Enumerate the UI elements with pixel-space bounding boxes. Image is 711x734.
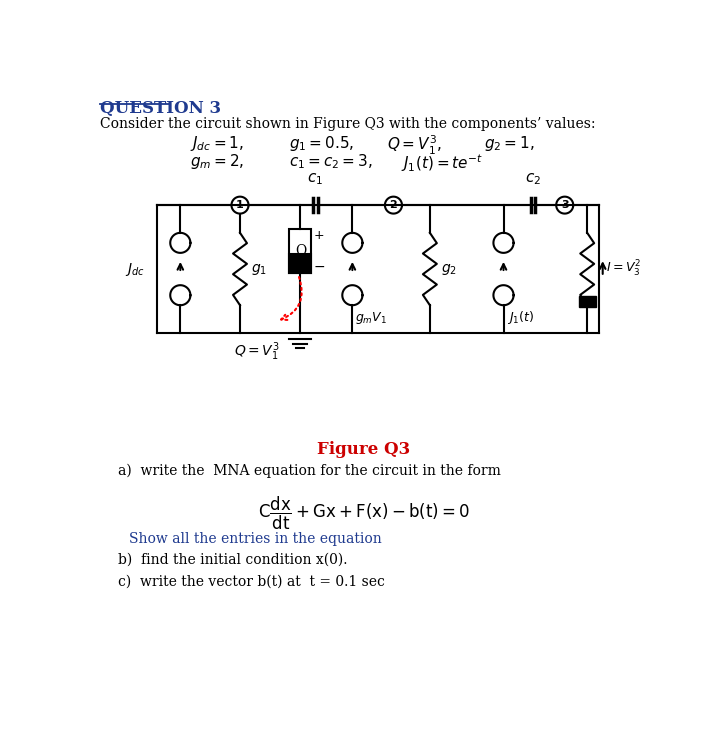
Text: QUESTION 3: QUESTION 3	[100, 101, 221, 117]
Text: 1: 1	[236, 200, 244, 210]
Text: $g_m V_1$: $g_m V_1$	[355, 310, 387, 326]
Text: +: +	[314, 229, 324, 241]
Text: $I=V_3^2$: $I=V_3^2$	[606, 259, 641, 279]
Text: $c_1=c_2=3,$: $c_1=c_2=3,$	[289, 152, 373, 171]
Text: $Q=V_1^3,$: $Q=V_1^3,$	[387, 134, 442, 158]
Text: $g_2$: $g_2$	[441, 261, 456, 277]
Text: Consider the circuit shown in Figure Q3 with the components’ values:: Consider the circuit shown in Figure Q3 …	[100, 117, 595, 131]
Bar	[289, 255, 311, 273]
Text: −: −	[314, 260, 325, 274]
Bar	[289, 229, 311, 273]
Text: c)  write the vector b(t) at  t = 0.1 sec: c) write the vector b(t) at t = 0.1 sec	[118, 575, 385, 589]
Text: $J_{dc}$: $J_{dc}$	[125, 261, 144, 277]
Bar	[579, 296, 596, 307]
Text: $c_2$: $c_2$	[525, 171, 541, 186]
Text: $J_{dc}=1,$: $J_{dc}=1,$	[190, 134, 243, 153]
Text: Show all the entries in the equation: Show all the entries in the equation	[129, 532, 382, 546]
Text: Figure Q3: Figure Q3	[317, 440, 411, 458]
Text: $g_2=1,$: $g_2=1,$	[484, 134, 535, 153]
Text: $Q=V_1^3$: $Q=V_1^3$	[234, 341, 279, 363]
Text: $J_1(t)=te^{-t}$: $J_1(t)=te^{-t}$	[401, 152, 483, 174]
Text: $g_m=2,$: $g_m=2,$	[190, 152, 244, 171]
Text: Q: Q	[295, 244, 306, 258]
Text: $g_1=0.5,$: $g_1=0.5,$	[289, 134, 354, 153]
Text: 3: 3	[561, 200, 569, 210]
Text: $g_1$: $g_1$	[251, 261, 267, 277]
Text: $J_1(t)$: $J_1(t)$	[507, 308, 534, 326]
Text: $c_1$: $c_1$	[307, 171, 324, 186]
Text: b)  find the initial condition x(0).: b) find the initial condition x(0).	[118, 553, 348, 567]
Text: 2: 2	[390, 200, 397, 210]
Text: a)  write the  MNA equation for the circuit in the form: a) write the MNA equation for the circui…	[118, 464, 501, 479]
Text: $\mathrm{C}\dfrac{\mathrm{dx}}{\mathrm{dt}}+\mathrm{Gx}+\mathrm{F(x)}-\mathrm{b(: $\mathrm{C}\dfrac{\mathrm{dx}}{\mathrm{d…	[258, 495, 470, 532]
